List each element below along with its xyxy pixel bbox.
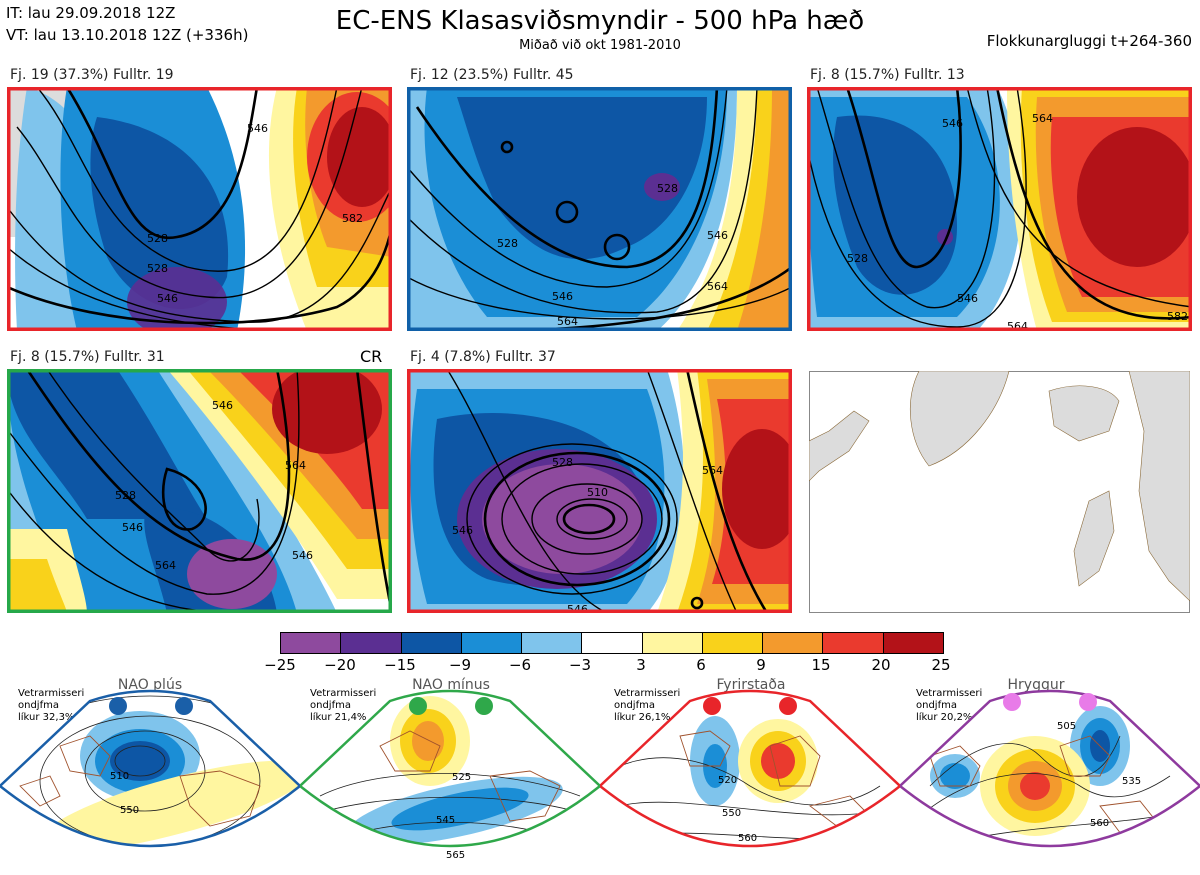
contour-label: 545 xyxy=(436,815,455,826)
contour-label: 560 xyxy=(738,833,757,844)
colorbar-tick: 6 xyxy=(696,656,706,674)
initial-time: IT: lau 29.09.2018 12Z xyxy=(6,4,176,22)
colorbar-swatch xyxy=(401,633,462,653)
contour-label: 528 xyxy=(847,252,868,265)
colorbar-tick: 3 xyxy=(636,656,646,674)
contour-label: 510 xyxy=(110,771,129,782)
panel-4-tag: CR xyxy=(360,347,383,366)
contour-label: 546 xyxy=(567,603,588,613)
contour-label: 564 xyxy=(702,464,723,477)
contour-label: 528 xyxy=(497,237,518,250)
cluster-map-5: 528 510 546 564 546 xyxy=(407,369,792,613)
colorbar-swatch xyxy=(522,633,583,653)
contour-label: 546 xyxy=(212,399,233,412)
cluster-map-1: 528 546 528 546 582 xyxy=(7,87,392,331)
reference-map xyxy=(809,371,1190,613)
colorbar-swatch xyxy=(461,633,523,653)
page-subtitle: Miðað við okt 1981-2010 xyxy=(519,38,681,53)
contour-label: 550 xyxy=(120,805,139,816)
contour-label: 582 xyxy=(342,212,363,225)
colorbar-swatch xyxy=(582,633,643,653)
panel-1-label: Fj. 19 (37.3%) Fulltr. 19 xyxy=(10,67,174,83)
colorbar-tick: −3 xyxy=(568,656,592,674)
colorbar-swatch xyxy=(281,633,342,653)
contour-label: 564 xyxy=(557,315,578,328)
regime-nao-plus-note: Vetrarmisseri ondjfma líkur 32,3% xyxy=(18,688,85,723)
contour-label: 528 xyxy=(147,262,168,275)
regime-blocking-map: 520 550 560 xyxy=(598,676,902,871)
contour-label: 528 xyxy=(115,489,136,502)
contour-label: 546 xyxy=(552,290,573,303)
page-title: EC-ENS Klasasviðsmyndir - 500 hPa hæð xyxy=(335,6,865,36)
contour-label: 505 xyxy=(1057,721,1076,732)
contour-label: 546 xyxy=(247,122,268,135)
regime-ridge-map: 505 535 560 xyxy=(898,676,1200,871)
contour-label: 546 xyxy=(942,117,963,130)
colorbar-swatch xyxy=(883,633,943,653)
contour-label: 525 xyxy=(452,772,471,783)
cluster-map-4: 546 528 546 564 546 564 xyxy=(7,369,392,613)
contour-label: 564 xyxy=(155,559,176,572)
contour-label: 535 xyxy=(1122,776,1141,787)
cluster-map-3: 546 564 528 546 564 582 xyxy=(807,87,1192,331)
panel-5-label: Fj. 4 (7.8%) Fulltr. 37 xyxy=(410,349,556,365)
contour-label: 565 xyxy=(446,850,465,861)
colorbar-tick: 9 xyxy=(756,656,766,674)
valid-time: VT: lau 13.10.2018 12Z (+336h) xyxy=(6,26,249,44)
regime-nao-plus-title: NAO plús xyxy=(117,677,183,693)
contour-label: 546 xyxy=(122,521,143,534)
regime-blocking-title: Fyrirstaða xyxy=(716,677,786,693)
contour-label: 564 xyxy=(1032,112,1053,125)
contour-label: 510 xyxy=(587,486,608,499)
panel-3-label: Fj. 8 (15.7%) Fulltr. 13 xyxy=(810,67,965,83)
contour-label: 560 xyxy=(1090,818,1109,829)
contour-label: 546 xyxy=(292,549,313,562)
contour-label: 528 xyxy=(147,232,168,245)
contour-label: 564 xyxy=(707,280,728,293)
contour-label: 520 xyxy=(718,775,737,786)
regime-nao-minus-title: NAO mínus xyxy=(412,677,490,693)
contour-label: 550 xyxy=(722,808,741,819)
classification-window: Flokkunargluggi t+264-360 xyxy=(986,32,1192,50)
colorbar-swatch xyxy=(702,633,764,653)
regime-ridge-title: Hryggur xyxy=(1007,677,1065,693)
colorbar-tick: −25 xyxy=(264,656,296,674)
colorbar-tick: 15 xyxy=(811,656,831,674)
colorbar-tick: 25 xyxy=(931,656,951,674)
contour-label: 564 xyxy=(1007,320,1028,331)
contour-label: 546 xyxy=(452,524,473,537)
colorbar-swatch xyxy=(823,633,884,653)
contour-label: 564 xyxy=(285,459,306,472)
contour-label: 528 xyxy=(657,182,678,195)
regime-nao-plus-map: 510 550 xyxy=(0,676,302,871)
cluster-map-2: 528 528 546 546 564 564 xyxy=(407,87,792,331)
colorbar-tick: −15 xyxy=(384,656,416,674)
panel-2-label: Fj. 12 (23.5%) Fulltr. 45 xyxy=(410,67,574,83)
contour-label: 546 xyxy=(157,292,178,305)
panel-4-label: Fj. 8 (15.7%) Fulltr. 31 xyxy=(10,349,165,365)
regime-nao-minus-note: Vetrarmisseri ondjfma líkur 21,4% xyxy=(310,688,377,723)
colorbar-tick: −6 xyxy=(508,656,532,674)
contour-label: 528 xyxy=(552,456,573,469)
colorbar-tick: −20 xyxy=(324,656,356,674)
colorbar-swatch xyxy=(341,633,402,653)
regime-ridge-note: Vetrarmisseri ondjfma líkur 20,2% xyxy=(916,688,983,723)
contour-label: 582 xyxy=(1167,310,1188,323)
contour-label: 546 xyxy=(707,229,728,242)
colorbar-swatch xyxy=(763,633,824,653)
regime-nao-minus-map: 525 545 565 xyxy=(298,676,602,871)
anomaly-colorbar xyxy=(280,632,944,654)
colorbar-swatch xyxy=(642,633,703,653)
contour-label: 546 xyxy=(957,292,978,305)
regime-blocking-note: Vetrarmisseri ondjfma líkur 26,1% xyxy=(614,688,681,723)
colorbar-tick: −9 xyxy=(448,656,472,674)
colorbar-tick: 20 xyxy=(871,656,891,674)
